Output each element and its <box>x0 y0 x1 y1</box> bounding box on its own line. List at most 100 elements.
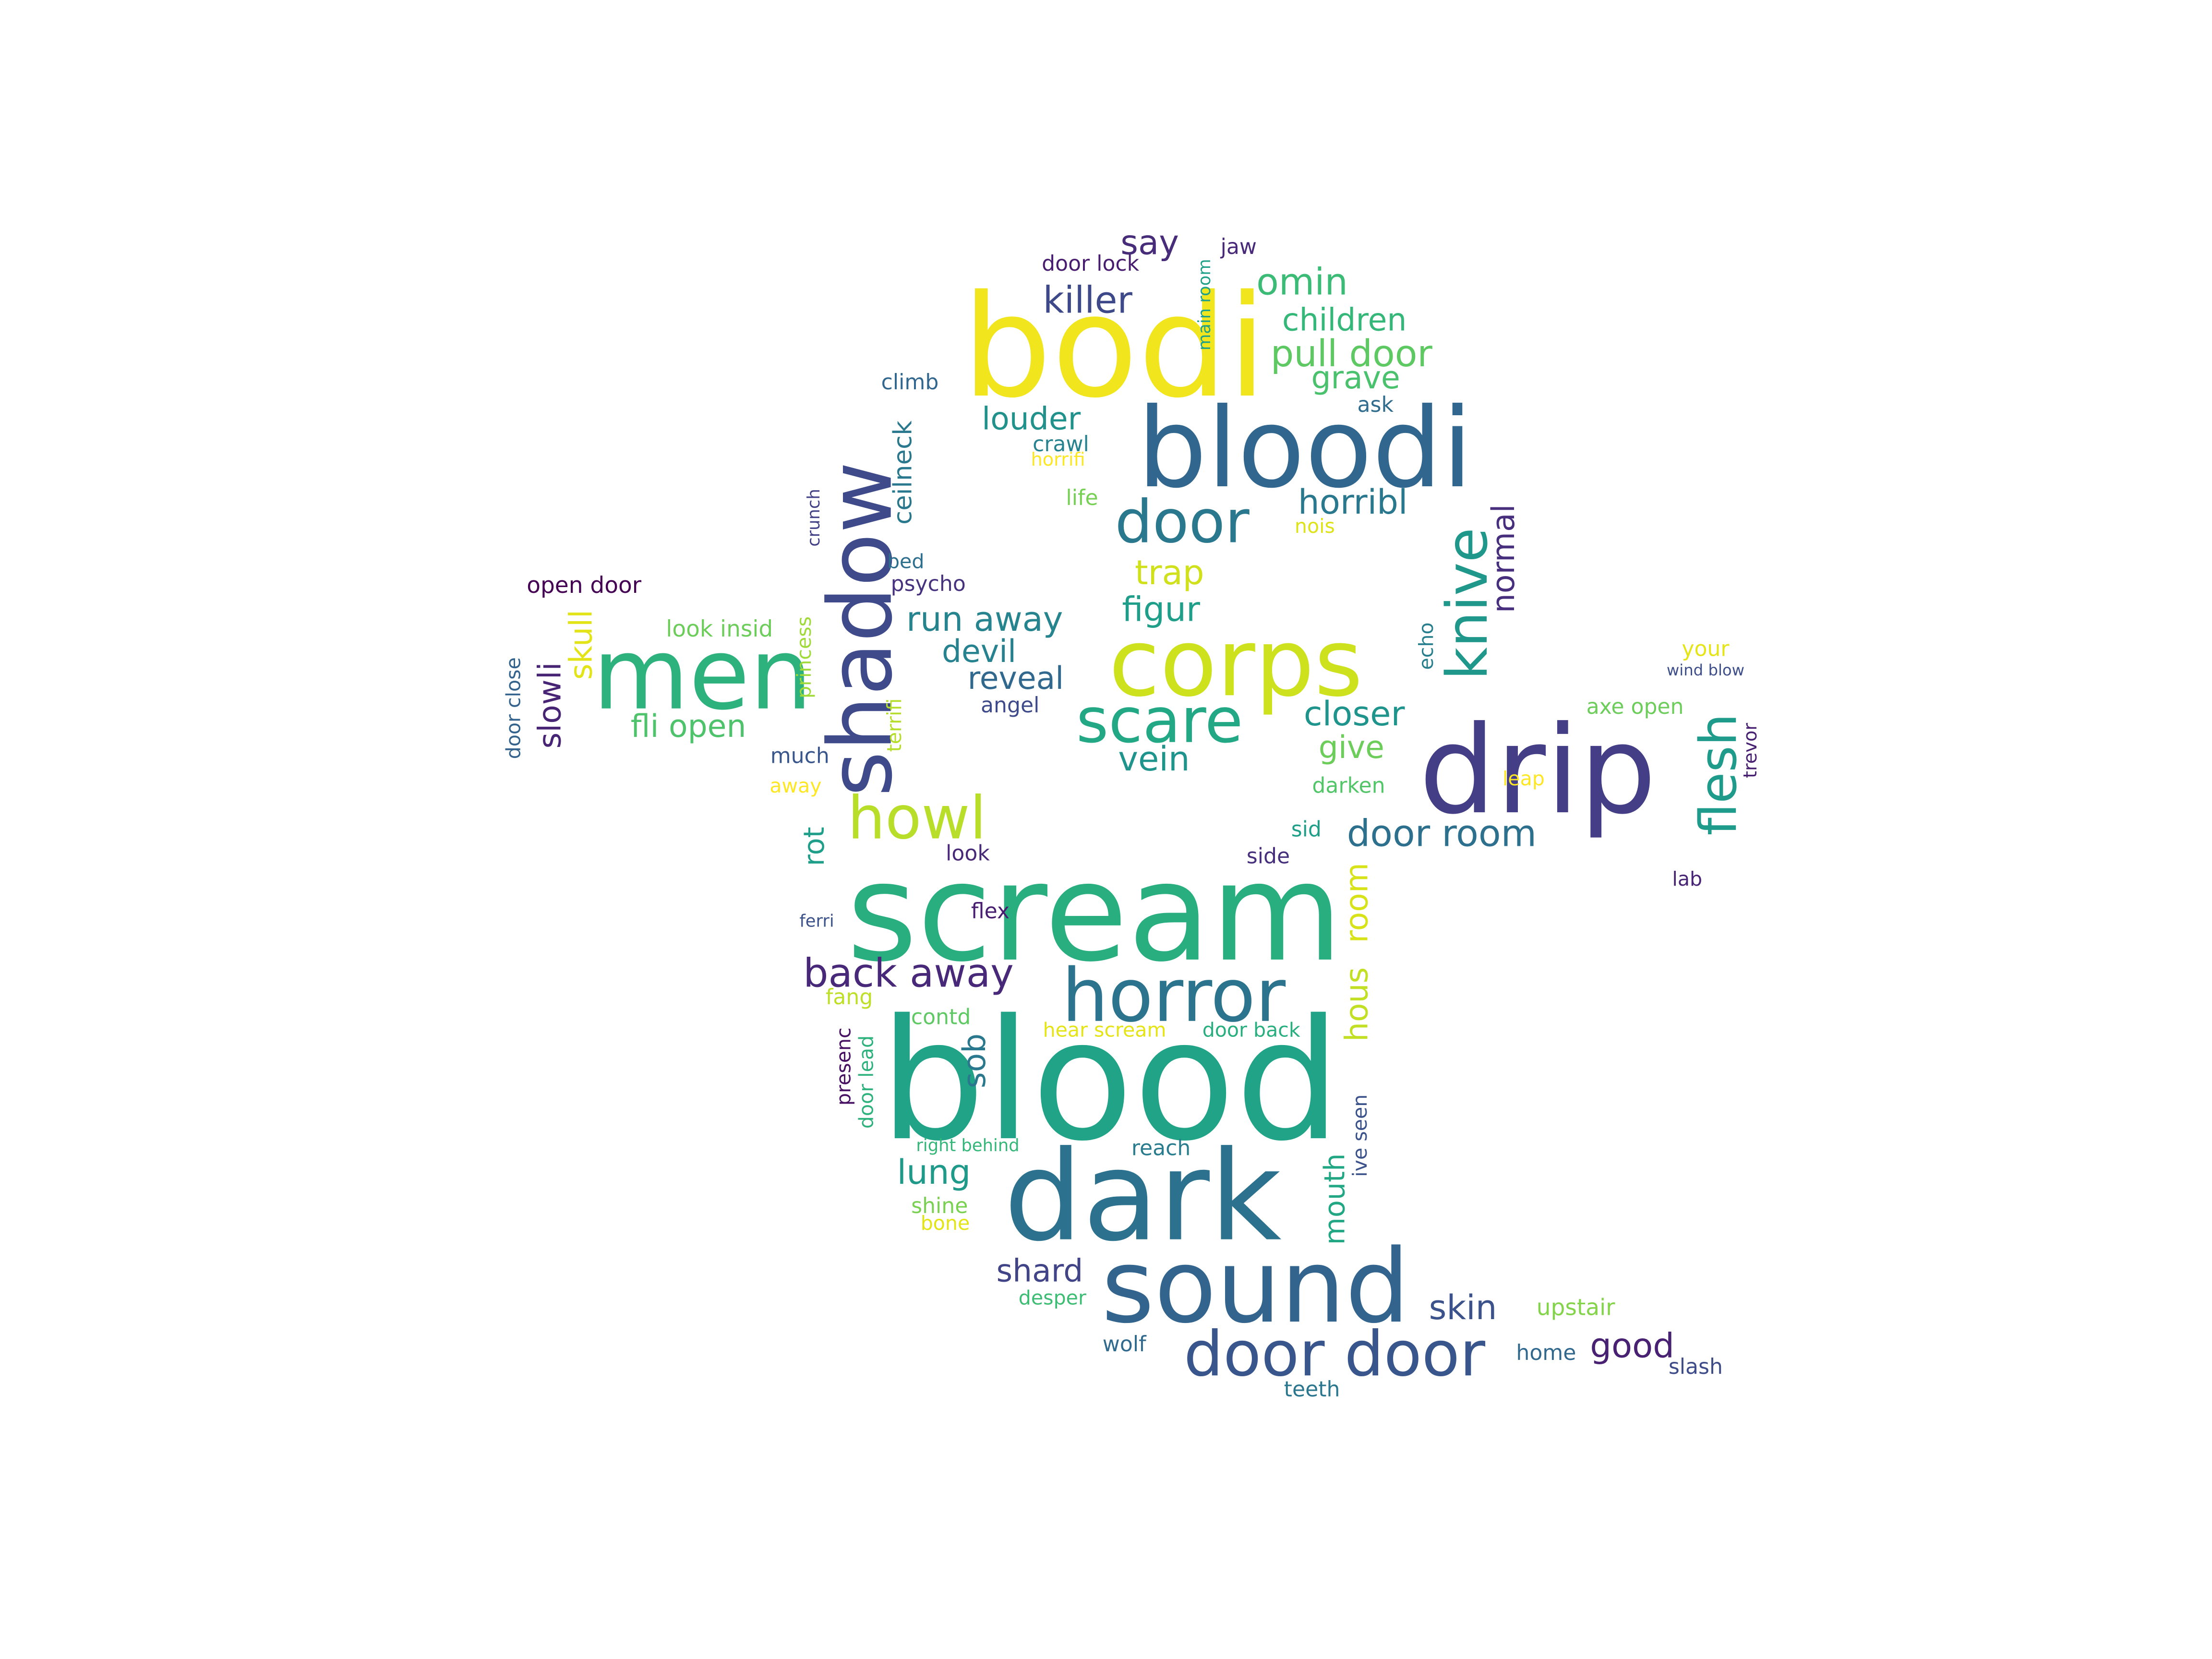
word-devil: devil <box>942 634 1016 670</box>
word-right-behind: right behind <box>916 1136 1019 1155</box>
word-killer: killer <box>1043 279 1133 322</box>
word-skin: skin <box>1429 1288 1497 1327</box>
word-much: much <box>770 744 830 769</box>
word-axe-open: axe open <box>1587 695 1684 719</box>
word-upstair: upstair <box>1537 1295 1615 1321</box>
word-blood: blood <box>879 984 1341 1178</box>
word-life: life <box>1066 486 1098 510</box>
word-door-door: door door <box>1184 1318 1486 1390</box>
word-lung: lung <box>897 1153 971 1192</box>
word-reveal: reveal <box>968 661 1064 697</box>
word-shadow: shadow <box>810 462 912 797</box>
word-ferri: ferri <box>799 912 834 931</box>
word-bed: bed <box>887 550 924 573</box>
word-dark: dark <box>1004 1124 1282 1269</box>
word-crawl: crawl <box>1033 432 1089 457</box>
word-skull: skull <box>563 610 599 680</box>
word-good: good <box>1590 1326 1674 1366</box>
word-darken: darken <box>1312 773 1385 798</box>
word-ask: ask <box>1358 393 1394 417</box>
word-door-lock: door lock <box>1042 252 1140 276</box>
word-vein: vein <box>1118 739 1190 779</box>
word-knive: knive <box>1434 528 1500 680</box>
word-fang: fang <box>826 985 873 1010</box>
word-flex: flex <box>971 899 1010 924</box>
word-room: room <box>1339 863 1375 943</box>
word-give: give <box>1319 730 1384 766</box>
word-trap: trap <box>1135 553 1204 592</box>
word-shine: shine <box>911 1194 968 1218</box>
word-away: away <box>769 774 821 797</box>
word-fli-open: fli open <box>631 709 746 745</box>
word-door-back: door back <box>1202 1018 1300 1041</box>
word-home: home <box>1516 1341 1576 1365</box>
word-ive-seen: ive seen <box>1348 1094 1371 1177</box>
word-leap: leap <box>1503 767 1545 790</box>
word-back-away: back away <box>803 950 1014 996</box>
word-horribl: horribl <box>1298 482 1407 522</box>
word-slash: slash <box>1669 1355 1723 1379</box>
word-trevor: trevor <box>1740 723 1761 778</box>
word-contd: contd <box>911 1005 971 1029</box>
word-bloodi: bloodi <box>1137 385 1473 513</box>
word-princess: princess <box>793 616 816 698</box>
word-horrifi: horrifi <box>1031 449 1085 470</box>
word-grave: grave <box>1311 360 1400 396</box>
word-flesh: flesh <box>1689 713 1748 835</box>
word-bone: bone <box>921 1212 970 1235</box>
word-door: door <box>1115 487 1250 556</box>
word-scream: scream <box>847 834 1343 992</box>
word-slowli: slowli <box>532 662 568 748</box>
word-climb: climb <box>881 370 939 395</box>
word-open-door: open door <box>527 572 642 599</box>
word-lab: lab <box>1672 867 1702 890</box>
word-hear-scream: hear scream <box>1043 1018 1166 1041</box>
word-psycho: psycho <box>891 572 966 596</box>
word-children: children <box>1282 302 1407 338</box>
word-side: side <box>1247 844 1290 868</box>
word-your: your <box>1682 637 1730 661</box>
word-normal: normal <box>1486 504 1522 613</box>
word-run-away: run away <box>906 600 1063 639</box>
word-door-lead: door lead <box>854 1035 878 1129</box>
word-main-room: main room <box>1195 259 1214 350</box>
word-wind-blow: wind blow <box>1667 661 1744 679</box>
word-reach: reach <box>1131 1136 1191 1161</box>
word-sid: sid <box>1291 817 1322 842</box>
word-figur: figur <box>1122 590 1200 629</box>
word-look-insid: look insid <box>666 616 773 642</box>
word-door-room: door room <box>1347 812 1537 855</box>
word-corps: corps <box>1109 609 1363 717</box>
word-sound: sound <box>1101 1227 1409 1346</box>
word-teeth: teeth <box>1284 1377 1340 1402</box>
word-rot: rot <box>797 827 830 866</box>
word-echo: echo <box>1415 622 1438 670</box>
word-closer: closer <box>1304 694 1405 733</box>
word-mouth: mouth <box>1318 1154 1351 1245</box>
word-howl: howl <box>848 783 986 853</box>
word-omin: omin <box>1256 261 1348 303</box>
word-shard: shard <box>996 1253 1083 1289</box>
word-jaw: jaw <box>1220 235 1257 259</box>
word-louder: louder <box>982 401 1081 437</box>
word-ceilneck: ceilneck <box>888 421 917 525</box>
word-door-close: door close <box>502 657 525 759</box>
word-wolf: wolf <box>1103 1332 1147 1357</box>
word-crunch: crunch <box>804 489 824 546</box>
word-look: look <box>946 841 990 866</box>
word-say: say <box>1120 223 1179 262</box>
word-horror: horror <box>1062 953 1286 1039</box>
word-hous: hous <box>1339 967 1375 1042</box>
word-bodi: bodi <box>962 265 1267 429</box>
word-presenc: presenc <box>832 1027 855 1106</box>
word-nois: nois <box>1295 515 1335 538</box>
word-desper: desper <box>1019 1286 1086 1310</box>
word-pull-door: pull door <box>1271 333 1433 375</box>
word-men: men <box>593 617 812 732</box>
word-angel: angel <box>981 693 1039 718</box>
word-scare: scare <box>1076 685 1243 757</box>
word-terrifi: terrifi <box>883 698 906 752</box>
word-sob: sob <box>957 1034 993 1088</box>
word-drip: drip <box>1419 699 1657 841</box>
